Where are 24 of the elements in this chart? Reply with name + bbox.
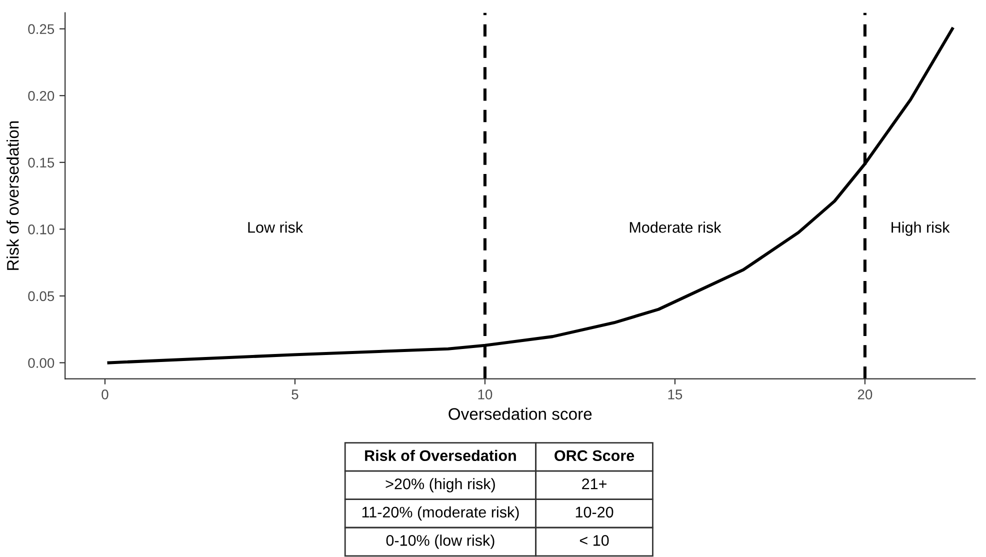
x-tick-label: 20 [858, 390, 872, 400]
y-tick-label: 0.05 [28, 291, 54, 302]
x-tick-label: 0 [102, 390, 108, 400]
annotation: Moderate risk [630, 222, 722, 233]
text: < 10 [580, 535, 609, 546]
x-axis-title: Oversedation score [448, 408, 592, 420]
text: >20% (high risk) [386, 478, 495, 492]
y-tick-label: 0.00 [28, 358, 54, 368]
text: 0-10% (low risk) [386, 534, 494, 549]
x-tick-label: 10 [478, 390, 492, 400]
annotation: Low risk [248, 222, 304, 233]
y-tick-label: 0.25 [28, 24, 54, 34]
x-tick-label: 15 [668, 390, 682, 400]
x-tick-label: 5 [292, 390, 298, 400]
text: Risk of Oversedation [365, 450, 516, 462]
y-tick-label: 0.15 [28, 158, 54, 168]
y-tick-label: 0.20 [28, 90, 54, 101]
y-tick-label: 0.10 [28, 224, 54, 234]
text: 11-20% (moderate risk) [362, 506, 519, 521]
text: 21+ [582, 478, 606, 490]
text: ORC Score [554, 450, 634, 462]
y-axis-title: Risk of oversedation [6, 121, 19, 270]
annotation: High risk [892, 222, 950, 236]
text: 10-20 [576, 506, 614, 518]
